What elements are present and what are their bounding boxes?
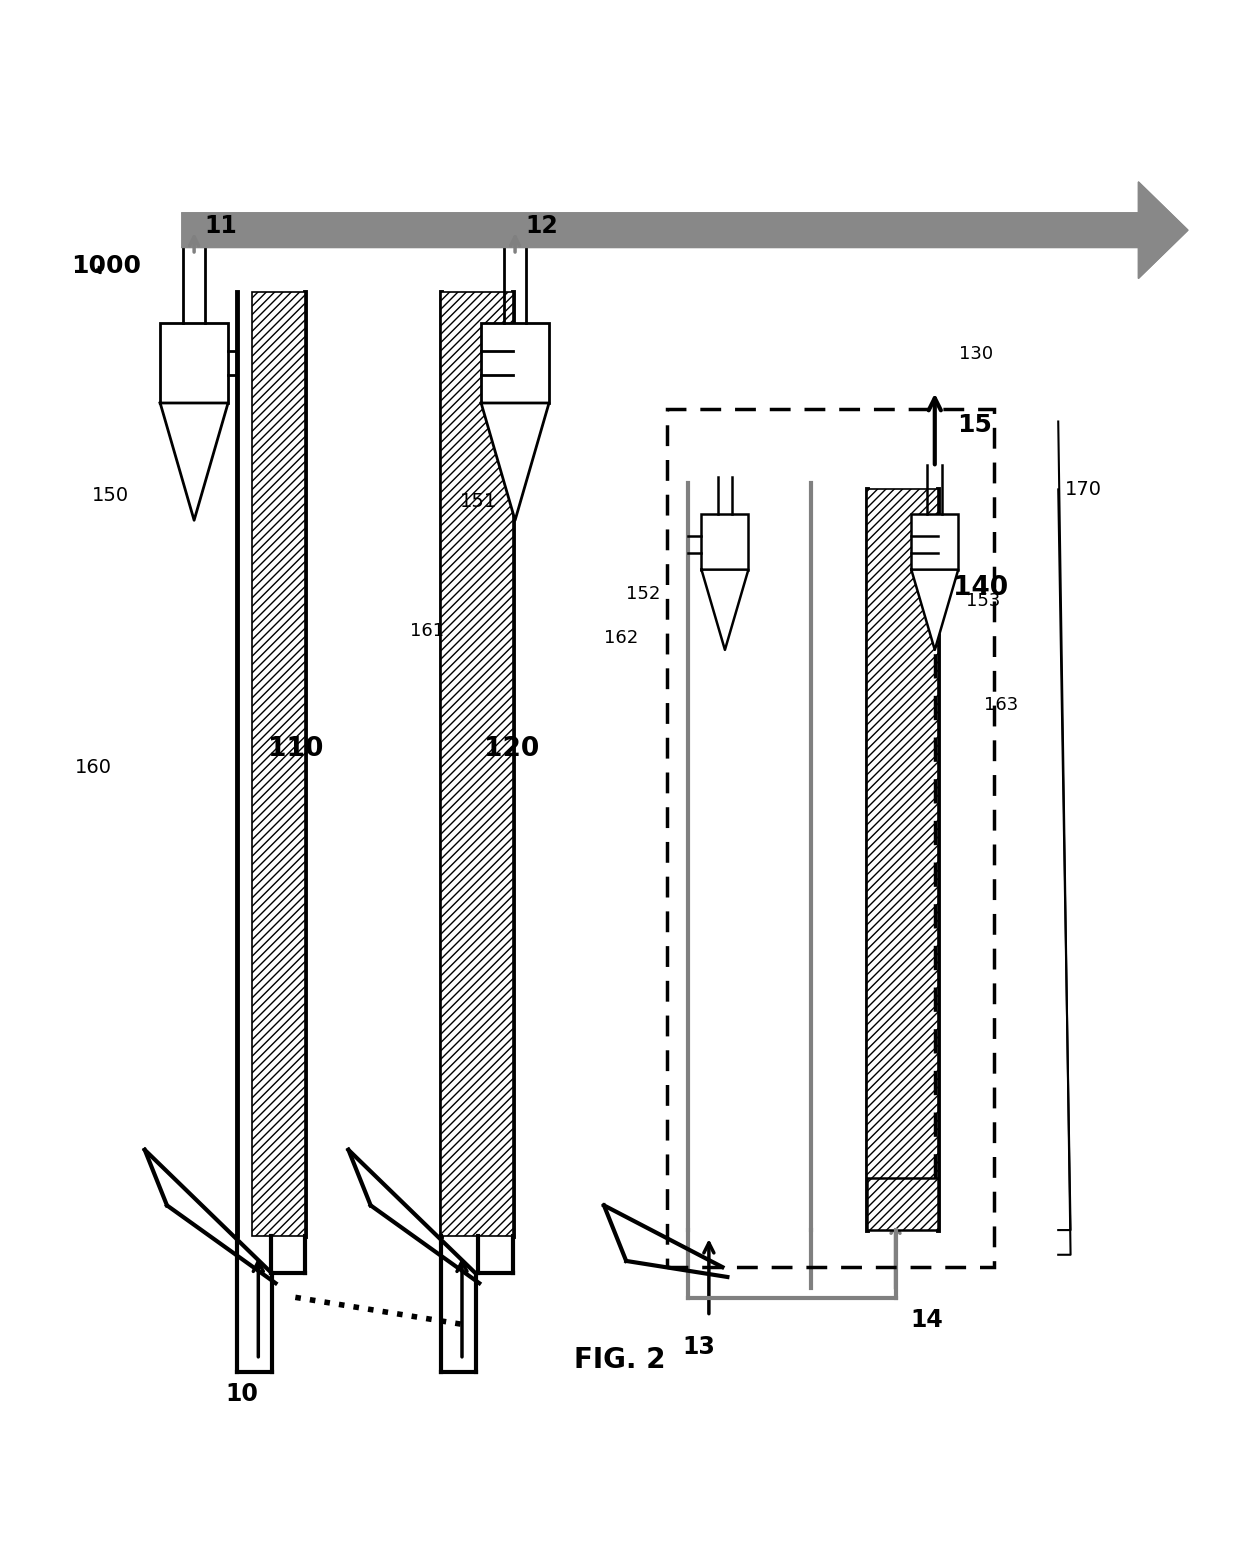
Text: 162: 162 bbox=[604, 628, 639, 647]
Text: FIG. 2: FIG. 2 bbox=[574, 1345, 666, 1373]
Text: 161: 161 bbox=[410, 622, 444, 641]
Bar bbox=[481, 323, 549, 402]
Polygon shape bbox=[911, 569, 959, 650]
Polygon shape bbox=[702, 569, 749, 650]
Text: 151: 151 bbox=[460, 493, 497, 511]
Text: 150: 150 bbox=[92, 486, 129, 505]
Text: 15: 15 bbox=[957, 413, 992, 437]
Text: 13: 13 bbox=[682, 1336, 715, 1359]
Text: 170: 170 bbox=[1064, 480, 1101, 499]
Text: 160: 160 bbox=[74, 758, 112, 776]
Text: 130: 130 bbox=[960, 345, 993, 363]
Bar bbox=[867, 1179, 939, 1230]
Text: 153: 153 bbox=[966, 591, 999, 610]
Text: 163: 163 bbox=[985, 697, 1018, 714]
Bar bbox=[667, 408, 994, 1267]
Bar bbox=[702, 514, 749, 569]
Text: 152: 152 bbox=[626, 585, 661, 603]
Text: 12: 12 bbox=[525, 215, 558, 239]
Bar bbox=[252, 292, 305, 1236]
Text: 11: 11 bbox=[205, 215, 237, 239]
Text: 120: 120 bbox=[484, 736, 539, 762]
Text: 10: 10 bbox=[226, 1383, 259, 1406]
Text: 140: 140 bbox=[954, 575, 1008, 602]
Polygon shape bbox=[481, 402, 549, 521]
Bar bbox=[867, 490, 939, 1230]
Text: 14: 14 bbox=[910, 1308, 944, 1333]
Bar bbox=[911, 514, 959, 569]
Bar bbox=[160, 323, 228, 402]
Polygon shape bbox=[160, 402, 228, 521]
Text: 110: 110 bbox=[268, 736, 324, 762]
Bar bbox=[441, 292, 512, 1236]
Polygon shape bbox=[182, 182, 1188, 279]
Text: 1000: 1000 bbox=[71, 254, 140, 278]
